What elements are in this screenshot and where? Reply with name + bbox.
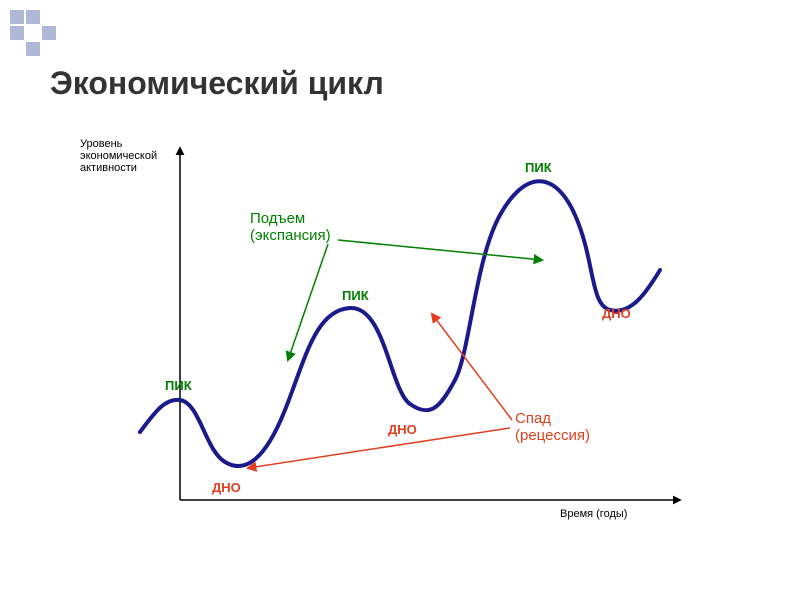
deco-sq — [26, 42, 40, 56]
recession-legend: Спад (рецессия) — [515, 410, 590, 444]
chart-svg — [80, 140, 720, 540]
economic-cycle-chart: Уровень экономической активности Время (… — [80, 140, 720, 540]
peak-label: ПИК — [525, 160, 552, 175]
deco-sq — [10, 26, 24, 40]
deco-sq — [42, 26, 56, 40]
trough-label: ДНО — [212, 480, 241, 495]
deco-sq — [10, 10, 24, 24]
recession-arrow — [432, 314, 512, 420]
recession-arrow — [248, 428, 510, 468]
peak-label: ПИК — [342, 288, 369, 303]
trough-label: ДНО — [388, 422, 417, 437]
page-title: Экономический цикл — [50, 65, 384, 102]
trough-label: ДНО — [602, 306, 631, 321]
expansion-arrow — [288, 244, 328, 360]
expansion-legend: Подъем (экспансия) — [250, 210, 331, 244]
expansion-arrow — [338, 240, 542, 260]
deco-sq — [26, 10, 40, 24]
peak-label: ПИК — [165, 378, 192, 393]
